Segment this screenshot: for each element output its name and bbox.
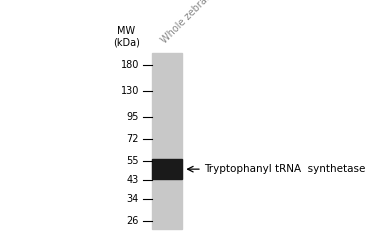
Text: 55: 55 bbox=[127, 156, 139, 166]
Bar bbox=[152, 159, 182, 179]
Text: 72: 72 bbox=[127, 134, 139, 144]
Text: MW
(kDa): MW (kDa) bbox=[113, 26, 140, 48]
Bar bbox=[152, 53, 182, 229]
Text: 43: 43 bbox=[127, 175, 139, 185]
Text: Whole zebrafish: Whole zebrafish bbox=[160, 0, 222, 45]
Text: 26: 26 bbox=[127, 216, 139, 226]
Text: 130: 130 bbox=[121, 86, 139, 96]
Text: 95: 95 bbox=[127, 112, 139, 122]
Text: 34: 34 bbox=[127, 194, 139, 204]
Text: 180: 180 bbox=[121, 60, 139, 70]
Text: Tryptophanyl tRNA  synthetase: Tryptophanyl tRNA synthetase bbox=[204, 164, 365, 174]
